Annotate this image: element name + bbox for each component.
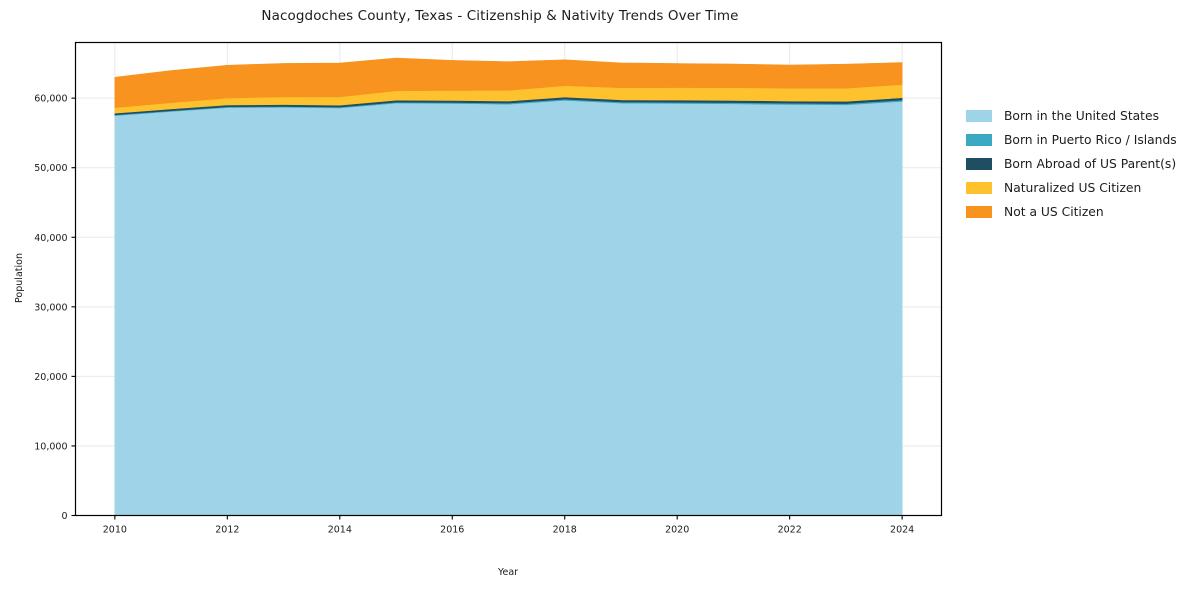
legend-item-label: Not a US Citizen	[1004, 204, 1104, 219]
legend-swatch-icon	[966, 158, 992, 170]
chart-title: Nacogdoches County, Texas - Citizenship …	[261, 8, 739, 24]
legend-swatch-icon	[966, 206, 992, 218]
legend-swatch-icon	[966, 134, 992, 146]
legend-item[interactable]: Not a US Citizen	[966, 200, 1181, 224]
legend-item[interactable]: Born Abroad of US Parent(s)	[966, 152, 1181, 176]
y-tick-label: 60,000	[34, 94, 67, 105]
x-tick-label: 2018	[553, 525, 577, 536]
legend-item[interactable]: Born in the United States	[966, 104, 1181, 128]
chart-legend: Born in the United States Born in Puerto …	[966, 104, 1181, 224]
area-series	[114, 100, 903, 516]
legend-item[interactable]: Born in Puerto Rico / Islands	[966, 128, 1181, 152]
x-axis-label: Year	[497, 567, 518, 578]
legend-item[interactable]: Naturalized US Citizen	[966, 176, 1181, 200]
axis-tick-labels: 2010 2012 2014 2016 2018 2020 2022 2024 0 10,000 2…	[34, 94, 914, 536]
legend-item-label: Naturalized US Citizen	[1004, 180, 1142, 195]
y-tick-label: 50,000	[34, 163, 67, 174]
y-tick-label: 10,000	[34, 441, 67, 452]
x-tick-label: 2012	[215, 525, 239, 536]
axis-ticks	[71, 97, 903, 520]
y-tick-label: 40,000	[34, 233, 67, 244]
x-tick-label: 2016	[440, 525, 464, 536]
legend-swatch-icon	[966, 110, 992, 122]
x-tick-label: 2022	[778, 525, 802, 536]
x-tick-label: 2014	[328, 525, 352, 536]
plot-frame	[74, 41, 943, 517]
legend-item-label: Born Abroad of US Parent(s)	[1004, 156, 1177, 171]
y-tick-label: 0	[61, 511, 67, 522]
legend-item-label: Born in Puerto Rico / Islands	[1004, 132, 1177, 147]
y-tick-label: 30,000	[34, 302, 67, 313]
legend-item-label: Born in the United States	[1004, 108, 1159, 123]
x-tick-label: 2010	[103, 525, 127, 536]
y-axis-label: Population	[14, 253, 25, 303]
legend-swatch-icon	[966, 182, 992, 194]
y-tick-label: 20,000	[34, 372, 67, 383]
x-tick-label: 2020	[665, 525, 689, 536]
x-tick-label: 2024	[890, 525, 914, 536]
area-series-group	[114, 57, 903, 516]
